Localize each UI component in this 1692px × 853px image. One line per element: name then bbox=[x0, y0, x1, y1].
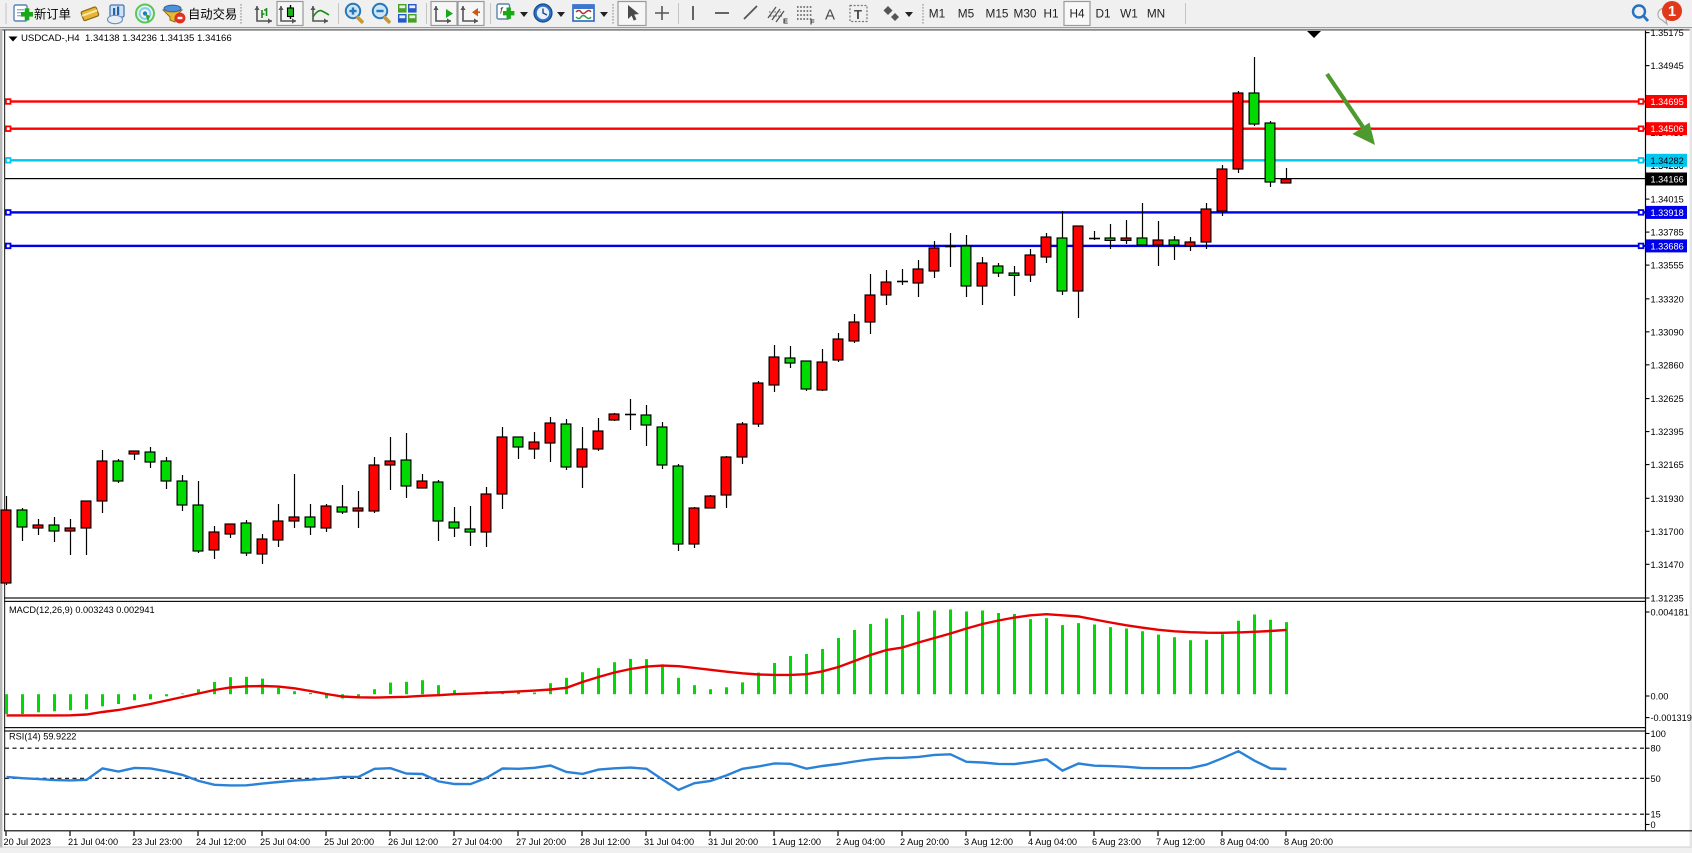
svg-text:H4: H4 bbox=[1069, 7, 1085, 21]
svg-text:E: E bbox=[783, 17, 788, 26]
svg-text:1.31470: 1.31470 bbox=[1651, 560, 1684, 570]
svg-text:0.004181: 0.004181 bbox=[1651, 608, 1689, 618]
svg-text:1.33320: 1.33320 bbox=[1651, 294, 1684, 304]
svg-text:27 Jul 20:00: 27 Jul 20:00 bbox=[516, 837, 566, 847]
svg-text:7 Aug 12:00: 7 Aug 12:00 bbox=[1156, 837, 1205, 847]
svg-text:25 Jul 20:00: 25 Jul 20:00 bbox=[324, 837, 374, 847]
svg-text:T: T bbox=[854, 7, 862, 22]
svg-text:1.33785: 1.33785 bbox=[1651, 228, 1684, 238]
svg-text:21 Jul 04:00: 21 Jul 04:00 bbox=[68, 837, 118, 847]
svg-text:1.35175: 1.35175 bbox=[1651, 28, 1684, 38]
svg-text:1.34282: 1.34282 bbox=[1651, 156, 1684, 166]
svg-text:8 Aug 20:00: 8 Aug 20:00 bbox=[1284, 837, 1333, 847]
svg-text:20 Jul 2023: 20 Jul 2023 bbox=[4, 837, 52, 847]
svg-text:1.32165: 1.32165 bbox=[1651, 460, 1684, 470]
svg-text:24 Jul 12:00: 24 Jul 12:00 bbox=[196, 837, 246, 847]
svg-text:M5: M5 bbox=[958, 7, 975, 21]
svg-text:25 Jul 04:00: 25 Jul 04:00 bbox=[260, 837, 310, 847]
svg-text:RSI(14) 59.9222: RSI(14) 59.9222 bbox=[9, 732, 76, 742]
svg-text:8 Aug 04:00: 8 Aug 04:00 bbox=[1220, 837, 1269, 847]
svg-text:2 Aug 04:00: 2 Aug 04:00 bbox=[836, 837, 885, 847]
svg-text:6 Aug 23:00: 6 Aug 23:00 bbox=[1092, 837, 1141, 847]
svg-text:F: F bbox=[810, 18, 815, 27]
svg-text:2 Aug 20:00: 2 Aug 20:00 bbox=[900, 837, 949, 847]
svg-text:W1: W1 bbox=[1120, 7, 1138, 21]
svg-text:26 Jul 12:00: 26 Jul 12:00 bbox=[388, 837, 438, 847]
svg-text:1.34506: 1.34506 bbox=[1651, 124, 1684, 134]
svg-text:A: A bbox=[825, 7, 835, 24]
svg-text:15: 15 bbox=[1651, 810, 1661, 820]
svg-text:0: 0 bbox=[1651, 820, 1656, 830]
svg-text:1: 1 bbox=[1668, 4, 1676, 20]
svg-text:3 Aug 12:00: 3 Aug 12:00 bbox=[964, 837, 1013, 847]
svg-text:1.31700: 1.31700 bbox=[1651, 527, 1684, 537]
svg-text:1 Aug 12:00: 1 Aug 12:00 bbox=[772, 837, 821, 847]
svg-text:M30: M30 bbox=[1014, 7, 1037, 21]
svg-text:H1: H1 bbox=[1043, 7, 1058, 21]
svg-text:80: 80 bbox=[1651, 744, 1661, 754]
svg-text:MN: MN bbox=[1147, 7, 1165, 21]
svg-text:D1: D1 bbox=[1095, 7, 1110, 21]
svg-text:MACD(12,26,9) 0.003243 0.00294: MACD(12,26,9) 0.003243 0.002941 bbox=[9, 605, 155, 615]
svg-text:1.34015: 1.34015 bbox=[1651, 195, 1684, 205]
svg-text:1.33686: 1.33686 bbox=[1651, 241, 1684, 251]
svg-text:-0.001319: -0.001319 bbox=[1651, 713, 1692, 723]
svg-text:1.31235: 1.31235 bbox=[1651, 594, 1684, 604]
svg-text:1.32625: 1.32625 bbox=[1651, 394, 1684, 404]
svg-text:新订单: 新订单 bbox=[34, 7, 71, 22]
svg-text:50: 50 bbox=[1651, 774, 1661, 784]
svg-text:1.34945: 1.34945 bbox=[1651, 61, 1684, 71]
svg-text:1.32395: 1.32395 bbox=[1651, 427, 1684, 437]
svg-text:1.31930: 1.31930 bbox=[1651, 494, 1684, 504]
svg-text:f: f bbox=[500, 6, 504, 16]
svg-text:1.33918: 1.33918 bbox=[1651, 208, 1684, 218]
svg-text:31 Jul 04:00: 31 Jul 04:00 bbox=[644, 837, 694, 847]
svg-text:27 Jul 04:00: 27 Jul 04:00 bbox=[452, 837, 502, 847]
svg-text:1.33555: 1.33555 bbox=[1651, 261, 1684, 271]
svg-text:M1: M1 bbox=[929, 7, 945, 21]
svg-text:100: 100 bbox=[1651, 729, 1666, 739]
svg-text:M15: M15 bbox=[986, 7, 1009, 21]
svg-text:0.00: 0.00 bbox=[1651, 692, 1669, 702]
svg-text:23 Jul 23:00: 23 Jul 23:00 bbox=[132, 837, 182, 847]
svg-text:自动交易: 自动交易 bbox=[188, 7, 237, 22]
svg-text:1.33090: 1.33090 bbox=[1651, 327, 1684, 337]
svg-text:1.32860: 1.32860 bbox=[1651, 360, 1684, 370]
svg-text:1.34166: 1.34166 bbox=[1651, 175, 1684, 185]
svg-text:28 Jul 12:00: 28 Jul 12:00 bbox=[580, 837, 630, 847]
svg-text:4 Aug 04:00: 4 Aug 04:00 bbox=[1028, 837, 1077, 847]
svg-text:1.34695: 1.34695 bbox=[1651, 97, 1684, 107]
svg-text:USDCAD-,H4 1.34138 1.34236 1.: USDCAD-,H4 1.34138 1.34236 1.34135 1.341… bbox=[21, 33, 232, 44]
svg-text:31 Jul 20:00: 31 Jul 20:00 bbox=[708, 837, 758, 847]
